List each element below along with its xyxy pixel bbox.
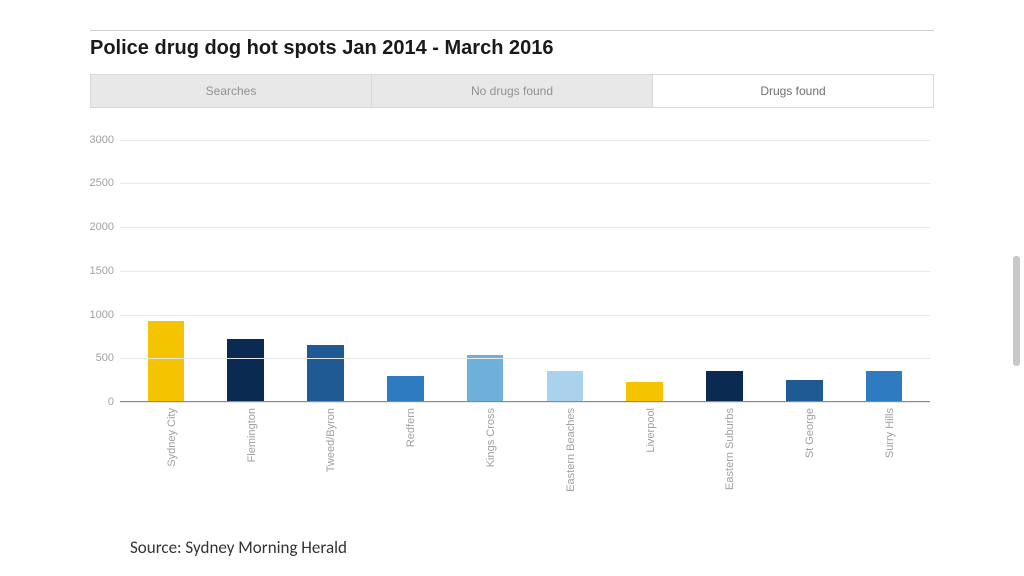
bar-slot (126, 122, 206, 402)
x-tick-label: Kings Cross (485, 408, 497, 467)
bar-redfern[interactable] (387, 376, 424, 402)
x-tick-label: Sydney City (166, 408, 178, 467)
bar-sydney-city[interactable] (148, 321, 185, 402)
x-tick-label: Redfern (405, 408, 417, 447)
bars-layer (120, 122, 930, 402)
bar-slot (365, 122, 445, 402)
x-label-slot: Liverpool (605, 402, 685, 492)
bar-slot (286, 122, 366, 402)
x-tick-label: Eastern Beaches (565, 408, 577, 492)
y-tick-label: 500 (96, 352, 120, 364)
x-tick-label: Eastern Suburbs (724, 408, 736, 490)
chart-title: Police drug dog hot spots Jan 2014 - Mar… (90, 30, 934, 60)
x-label-slot: Eastern Suburbs (685, 402, 765, 492)
scroll-thumb[interactable] (1013, 256, 1020, 366)
bar-tweed-byron[interactable] (307, 345, 344, 402)
grid-line (120, 271, 930, 272)
y-tick-label: 1000 (90, 309, 120, 321)
plot-area: 050010001500200025003000 (120, 122, 930, 402)
x-label-slot: Flemington (206, 402, 286, 492)
bar-eastern-beaches[interactable] (547, 371, 584, 403)
tab-no-drugs-found[interactable]: No drugs found (372, 75, 653, 107)
x-tick-label: Liverpool (645, 408, 657, 453)
x-label-slot: Surry Hills (844, 402, 924, 492)
source-text: Source: Sydney Morning Herald (130, 537, 347, 558)
bar-flemington[interactable] (227, 339, 264, 402)
x-label-slot: Redfern (365, 402, 445, 492)
x-label-slot: Tweed/Byron (286, 402, 366, 492)
x-tick-label: Surry Hills (884, 408, 896, 458)
bar-liverpool[interactable] (626, 382, 663, 402)
bar-kings-cross[interactable] (467, 355, 504, 402)
y-tick-label: 0 (108, 396, 120, 408)
x-label-slot: St George (764, 402, 844, 492)
x-label-slot: Kings Cross (445, 402, 525, 492)
tab-drugs-found[interactable]: Drugs found (653, 75, 933, 107)
bar-slot (525, 122, 605, 402)
grid-line (120, 358, 930, 359)
bar-slot (445, 122, 525, 402)
y-tick-label: 2500 (90, 177, 120, 189)
x-label-slot: Eastern Beaches (525, 402, 605, 492)
x-labels: Sydney City Flemington Tweed/Byron Redfern K… (120, 402, 930, 492)
grid-line (120, 183, 930, 184)
bar-slot (206, 122, 286, 402)
bar-slot (844, 122, 924, 402)
tab-searches[interactable]: Searches (91, 75, 372, 107)
x-tick-label: St George (804, 408, 816, 458)
x-label-slot: Sydney City (126, 402, 206, 492)
chart-area: 050010001500200025003000 (90, 122, 934, 402)
y-tick-label: 1500 (90, 265, 120, 277)
x-tick-label: Tweed/Byron (325, 408, 337, 472)
grid-line (120, 315, 930, 316)
grid-line (120, 227, 930, 228)
bar-slot (685, 122, 765, 402)
bar-slot (605, 122, 685, 402)
grid-line (120, 140, 930, 141)
bar-surry-hills[interactable] (866, 371, 903, 403)
y-tick-label: 3000 (90, 134, 120, 146)
y-tick-label: 2000 (90, 221, 120, 233)
x-tick-label: Flemington (246, 408, 258, 462)
tabs: SearchesNo drugs foundDrugs found (90, 74, 934, 108)
bar-slot (764, 122, 844, 402)
bar-st-george[interactable] (786, 380, 823, 402)
bar-eastern-suburbs[interactable] (706, 371, 743, 402)
scrollbar[interactable] (1013, 26, 1020, 486)
